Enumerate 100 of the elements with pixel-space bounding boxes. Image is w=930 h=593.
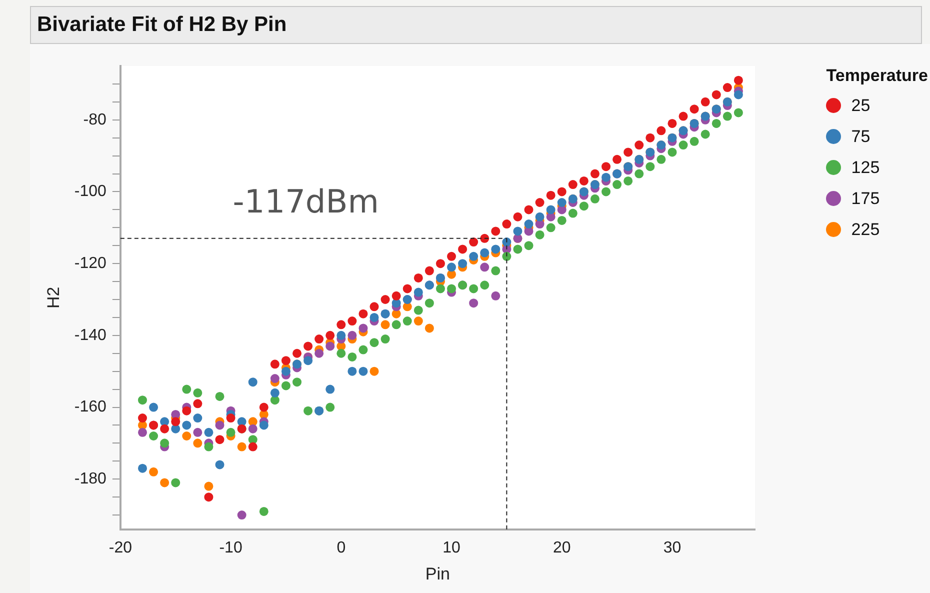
point [281, 366, 290, 376]
point [149, 432, 158, 440]
point [513, 212, 522, 222]
point [149, 467, 158, 476]
point [304, 356, 313, 366]
point [348, 366, 357, 376]
point [568, 180, 578, 190]
point [557, 187, 566, 196]
point [248, 442, 258, 452]
point [602, 187, 611, 196]
point [469, 252, 478, 261]
point [690, 136, 699, 146]
y-tick-label: -100 [74, 183, 107, 200]
point [734, 90, 743, 100]
point [226, 428, 236, 437]
point [304, 406, 313, 416]
x-axis-title: Pin [425, 564, 450, 584]
point [436, 259, 445, 268]
point [281, 356, 290, 366]
point [700, 97, 710, 106]
point [304, 342, 313, 351]
point [734, 76, 743, 85]
point [348, 316, 357, 326]
y-axis-title: H2 [44, 286, 63, 309]
point [668, 118, 677, 128]
point [513, 226, 522, 236]
point [480, 234, 490, 243]
legend-label: 25 [851, 96, 870, 116]
point [722, 83, 732, 92]
point [193, 438, 202, 448]
point [424, 324, 434, 333]
point [348, 330, 357, 340]
point [414, 306, 423, 315]
point [392, 291, 401, 300]
point [656, 154, 666, 164]
point [204, 442, 214, 452]
point [546, 190, 556, 200]
point [612, 180, 622, 190]
point [160, 424, 170, 434]
point [204, 492, 214, 502]
point [314, 334, 324, 344]
point [193, 399, 202, 408]
point [215, 460, 224, 470]
x-tick-label: 0 [336, 539, 346, 556]
point [326, 330, 335, 340]
point [160, 438, 170, 448]
point [447, 284, 456, 294]
legend-label: 225 [851, 220, 880, 240]
point [491, 291, 500, 300]
point [447, 252, 456, 261]
point [160, 478, 170, 488]
point [646, 162, 655, 172]
point [259, 402, 268, 412]
point [370, 312, 379, 322]
point [424, 298, 434, 308]
point [292, 378, 302, 387]
point [535, 198, 544, 208]
point [646, 133, 655, 142]
point [546, 223, 556, 232]
point [270, 374, 280, 384]
point [568, 208, 578, 218]
point [358, 345, 368, 354]
point [678, 140, 688, 150]
ref-line-label: -117dBm [232, 182, 379, 221]
point [557, 216, 566, 225]
y-tick-label: -160 [74, 398, 107, 416]
point [138, 428, 147, 437]
point [402, 284, 412, 294]
point [149, 402, 158, 412]
point [237, 442, 246, 452]
point [370, 338, 379, 348]
point [734, 108, 743, 118]
point [336, 330, 346, 340]
point [700, 130, 710, 139]
point [380, 320, 390, 330]
point [370, 302, 379, 312]
point [590, 169, 600, 178]
point [348, 352, 357, 362]
point [138, 414, 147, 423]
point [171, 478, 180, 488]
point [248, 424, 258, 434]
point [326, 402, 335, 412]
point [712, 90, 721, 100]
point [624, 176, 633, 186]
point [722, 112, 732, 121]
point [370, 366, 379, 376]
point [480, 248, 490, 258]
point [414, 288, 423, 297]
point [336, 348, 346, 358]
point [380, 334, 390, 344]
y-tick-label: -140 [74, 326, 107, 344]
point [358, 324, 368, 333]
point [458, 259, 468, 268]
point [469, 298, 478, 308]
point [524, 241, 534, 250]
point [590, 194, 600, 204]
x-tick-label: -20 [108, 539, 132, 556]
y-tick-label: -180 [74, 470, 107, 488]
point [326, 384, 335, 394]
point [314, 348, 324, 358]
